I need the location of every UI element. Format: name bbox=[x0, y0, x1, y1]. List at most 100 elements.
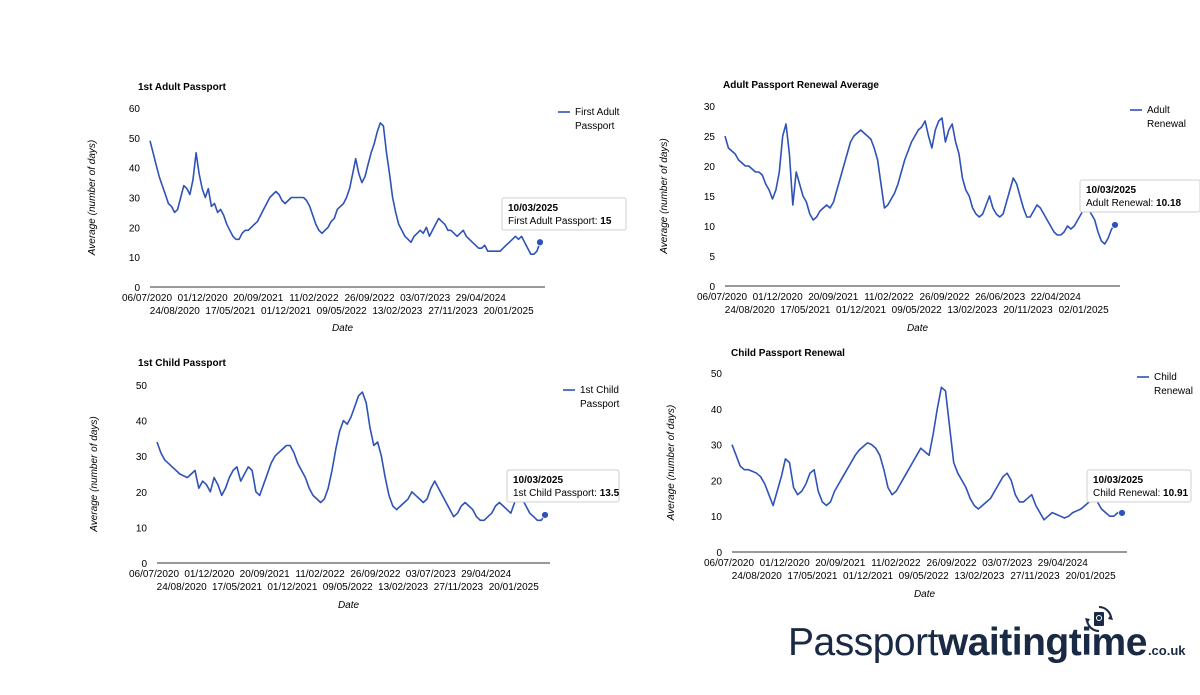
legend-label: First Adult bbox=[575, 107, 620, 118]
x-tick-label: 29/04/2024 bbox=[461, 569, 511, 580]
y-tick-label: 10 bbox=[704, 222, 716, 233]
y-axis-title: Average (number of days) bbox=[666, 405, 677, 521]
x-tick-label: 17/05/2021 bbox=[212, 582, 262, 593]
chart-title: Child Passport Renewal bbox=[731, 348, 845, 359]
x-tick-label: 01/12/2020 bbox=[184, 569, 234, 580]
tooltip-series-label: 1st Child Passport: bbox=[513, 488, 600, 499]
series-line bbox=[149, 122, 541, 255]
legend-label: Renewal bbox=[1154, 386, 1193, 397]
x-tick-label: 03/07/2023 bbox=[982, 558, 1032, 569]
data-point-highlight[interactable] bbox=[1118, 509, 1126, 517]
brand-bold: waitingtime bbox=[937, 621, 1148, 664]
x-tick-label: 01/12/2020 bbox=[753, 292, 803, 303]
chart-2: Adult Passport Renewal Average 0 5 10 15 20 25… bbox=[659, 80, 1200, 334]
x-tick-label: 09/05/2022 bbox=[323, 582, 373, 593]
x-tick-label: 17/05/2021 bbox=[787, 571, 837, 582]
x-tick-label: 20/09/2021 bbox=[233, 293, 283, 304]
x-tick-label: 01/12/2020 bbox=[760, 558, 810, 569]
y-tick-label: 20 bbox=[704, 162, 716, 173]
x-tick-label: 20/01/2025 bbox=[1066, 571, 1116, 582]
x-tick-label: 01/12/2020 bbox=[178, 293, 228, 304]
tooltip-date: 10/03/2025 bbox=[513, 475, 563, 486]
tooltip-value: Adult Renewal: 10.18 bbox=[1086, 198, 1182, 209]
y-tick-label: 10 bbox=[711, 512, 723, 523]
passport-refresh-icon bbox=[1085, 606, 1113, 632]
y-tick-label: 10 bbox=[129, 253, 141, 264]
tooltip-date: 10/03/2025 bbox=[1086, 185, 1136, 196]
x-tick-label: 20/09/2021 bbox=[240, 569, 290, 580]
y-axis-title: Average (number of days) bbox=[659, 138, 670, 254]
x-tick-label: 29/04/2024 bbox=[1038, 558, 1088, 569]
chart-4: Child Passport Renewal 0 10 20 30 40 50 06/07/2… bbox=[666, 348, 1193, 600]
x-tick-label: 26/09/2022 bbox=[927, 558, 977, 569]
tooltip-number: 10.91 bbox=[1163, 488, 1188, 499]
tooltip-box bbox=[501, 197, 627, 231]
x-tick-label: 27/11/2023 bbox=[1010, 571, 1060, 582]
y-axis-title: Average (number of days) bbox=[87, 140, 98, 256]
x-tick-label: 11/02/2022 bbox=[864, 292, 914, 303]
brand-tld: .co.uk bbox=[1147, 643, 1186, 658]
y-tick-label: 5 bbox=[709, 252, 715, 263]
chart-3: 1st Child Passport 0 10 20 30 40 50 06/07/2020 0… bbox=[89, 358, 620, 611]
y-tick-label: 0 bbox=[141, 559, 147, 570]
y-tick-label: 60 bbox=[129, 104, 141, 115]
x-tick-label: 06/07/2020 bbox=[704, 558, 754, 569]
chart-title: 1st Adult Passport bbox=[138, 82, 227, 93]
x-tick-label: 11/02/2022 bbox=[295, 569, 345, 580]
chart-title: Adult Passport Renewal Average bbox=[723, 80, 879, 91]
x-tick-label: 06/07/2020 bbox=[122, 293, 172, 304]
y-tick-label: 20 bbox=[136, 488, 148, 499]
tooltip-series-label: Adult Renewal: bbox=[1086, 198, 1156, 209]
x-tick-label: 09/05/2022 bbox=[892, 305, 942, 316]
x-tick-label: 24/08/2020 bbox=[157, 582, 207, 593]
x-tick-label: 26/09/2022 bbox=[345, 293, 395, 304]
x-tick-label: 26/06/2023 bbox=[975, 292, 1025, 303]
x-tick-label: 20/01/2025 bbox=[489, 582, 539, 593]
x-axis-title: Date bbox=[907, 323, 929, 334]
y-tick-label: 30 bbox=[136, 452, 148, 463]
x-tick-label: 02/01/2025 bbox=[1059, 305, 1109, 316]
x-tick-label: 24/08/2020 bbox=[732, 571, 782, 582]
legend-label: 1st Child bbox=[580, 385, 619, 396]
x-tick-label: 24/08/2020 bbox=[725, 305, 775, 316]
x-tick-label: 27/11/2023 bbox=[434, 582, 484, 593]
x-tick-label: 03/07/2023 bbox=[400, 293, 450, 304]
series-line bbox=[731, 386, 1123, 521]
tooltip-number: 15 bbox=[600, 216, 612, 227]
x-tick-label: 03/07/2023 bbox=[406, 569, 456, 580]
data-point-highlight[interactable] bbox=[541, 511, 549, 519]
x-axis-title: Date bbox=[338, 600, 360, 611]
y-tick-label: 0 bbox=[716, 548, 722, 559]
legend-label: Passport bbox=[580, 399, 620, 410]
x-tick-label: 26/09/2022 bbox=[920, 292, 970, 303]
tooltip-series-label: First Adult Passport: bbox=[508, 216, 600, 227]
tooltip-value: Child Renewal: 10.91 bbox=[1093, 488, 1189, 499]
tooltip-box bbox=[506, 469, 620, 503]
tooltip-box bbox=[1086, 469, 1192, 503]
y-tick-label: 30 bbox=[711, 441, 723, 452]
x-tick-label: 01/12/2021 bbox=[836, 305, 886, 316]
brand-prefix: Passport bbox=[788, 621, 938, 664]
brand-logo[interactable]: Passport waitingtime .co.uk bbox=[788, 606, 1186, 664]
data-point-highlight[interactable] bbox=[1111, 221, 1119, 229]
legend-label: Renewal bbox=[1147, 119, 1186, 130]
legend-label: Adult bbox=[1147, 105, 1170, 116]
y-tick-label: 40 bbox=[711, 405, 723, 416]
x-tick-label: 01/12/2021 bbox=[267, 582, 317, 593]
y-tick-label: 50 bbox=[136, 381, 148, 392]
tooltip-value: First Adult Passport: 15 bbox=[508, 216, 612, 227]
x-tick-label: 11/02/2022 bbox=[289, 293, 339, 304]
y-tick-label: 0 bbox=[709, 282, 715, 293]
series-line bbox=[156, 391, 546, 522]
x-tick-label: 13/02/2023 bbox=[372, 306, 422, 317]
y-tick-label: 40 bbox=[129, 164, 141, 175]
x-tick-label: 17/05/2021 bbox=[205, 306, 255, 317]
x-tick-label: 26/09/2022 bbox=[350, 569, 400, 580]
x-tick-label: 17/05/2021 bbox=[780, 305, 830, 316]
data-point-highlight[interactable] bbox=[536, 238, 544, 247]
tooltip-number: 13.5 bbox=[600, 488, 620, 499]
y-tick-label: 50 bbox=[129, 134, 141, 145]
y-tick-label: 20 bbox=[129, 223, 141, 234]
x-tick-label: 20/11/2023 bbox=[1003, 305, 1053, 316]
